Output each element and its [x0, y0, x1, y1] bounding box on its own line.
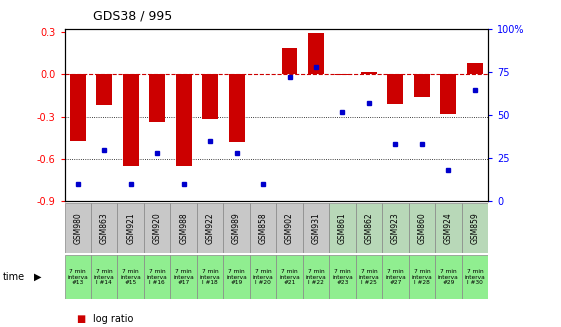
Text: 7 min
interva
l #30: 7 min interva l #30 — [465, 269, 485, 285]
Bar — [144, 203, 171, 253]
Text: GSM924: GSM924 — [444, 212, 453, 244]
Text: GSM922: GSM922 — [206, 212, 215, 244]
Text: GSM902: GSM902 — [285, 212, 294, 244]
Bar — [91, 255, 117, 299]
Bar — [382, 255, 408, 299]
Text: 7 min
interva
#27: 7 min interva #27 — [385, 269, 406, 285]
Text: GSM923: GSM923 — [391, 212, 400, 244]
Bar — [356, 203, 382, 253]
Bar — [123, 75, 139, 166]
Text: 7 min
interva
l #28: 7 min interva l #28 — [412, 269, 433, 285]
Text: GDS38 / 995: GDS38 / 995 — [93, 10, 172, 23]
Text: log ratio: log ratio — [93, 314, 133, 324]
Bar — [435, 255, 462, 299]
Text: 7 min
interva
l #18: 7 min interva l #18 — [200, 269, 220, 285]
Bar — [223, 255, 250, 299]
Text: 7 min
interva
#19: 7 min interva #19 — [226, 269, 247, 285]
Bar — [171, 255, 197, 299]
Bar — [440, 75, 456, 114]
Text: 7 min
interva
#29: 7 min interva #29 — [438, 269, 459, 285]
Text: 7 min
interva
l #25: 7 min interva l #25 — [358, 269, 379, 285]
Bar — [202, 75, 218, 119]
Bar — [276, 255, 303, 299]
Bar — [462, 203, 488, 253]
Bar — [171, 203, 197, 253]
Bar — [361, 72, 377, 75]
Bar — [176, 75, 191, 166]
Bar — [303, 203, 329, 253]
Text: GSM861: GSM861 — [338, 212, 347, 244]
Bar — [303, 255, 329, 299]
Bar — [197, 255, 223, 299]
Bar — [197, 203, 223, 253]
Bar — [462, 255, 488, 299]
Text: 7 min
interva
#23: 7 min interva #23 — [332, 269, 353, 285]
Bar — [276, 203, 303, 253]
Text: time: time — [3, 272, 25, 282]
Bar — [467, 63, 483, 75]
Text: 7 min
interva
#17: 7 min interva #17 — [173, 269, 194, 285]
Text: 7 min
interva
l #22: 7 min interva l #22 — [306, 269, 327, 285]
Bar — [117, 255, 144, 299]
Bar — [144, 255, 171, 299]
Text: GSM980: GSM980 — [73, 212, 82, 244]
Text: GSM920: GSM920 — [153, 212, 162, 244]
Text: 7 min
interva
#21: 7 min interva #21 — [279, 269, 300, 285]
Text: 7 min
interva
#15: 7 min interva #15 — [120, 269, 141, 285]
Bar — [250, 255, 276, 299]
Bar — [356, 255, 382, 299]
Bar — [308, 33, 324, 75]
Text: GSM988: GSM988 — [179, 212, 188, 244]
Text: ▶: ▶ — [34, 272, 41, 282]
Text: GSM931: GSM931 — [311, 212, 320, 244]
Text: 7 min
interva
l #14: 7 min interva l #14 — [94, 269, 114, 285]
Bar — [329, 255, 356, 299]
Text: GSM863: GSM863 — [100, 212, 109, 244]
Bar — [91, 203, 117, 253]
Text: ■: ■ — [76, 314, 85, 324]
Text: GSM862: GSM862 — [365, 212, 374, 244]
Bar — [70, 75, 86, 141]
Bar — [435, 203, 462, 253]
Text: 7 min
interva
l #20: 7 min interva l #20 — [252, 269, 273, 285]
Bar — [117, 203, 144, 253]
Text: GSM859: GSM859 — [470, 212, 479, 244]
Text: 7 min
interva
l #16: 7 min interva l #16 — [147, 269, 168, 285]
Bar — [65, 203, 91, 253]
Bar — [382, 203, 408, 253]
Bar — [149, 75, 165, 122]
Bar — [250, 203, 276, 253]
Text: GSM989: GSM989 — [232, 212, 241, 244]
Bar — [414, 75, 430, 97]
Bar — [223, 203, 250, 253]
Text: GSM860: GSM860 — [417, 212, 426, 244]
Bar — [408, 255, 435, 299]
Text: GSM921: GSM921 — [126, 212, 135, 244]
Text: GSM858: GSM858 — [259, 212, 268, 244]
Bar — [65, 255, 91, 299]
Bar — [408, 203, 435, 253]
Bar — [229, 75, 245, 142]
Bar — [282, 48, 297, 75]
Bar — [388, 75, 403, 104]
Text: 7 min
interva
#13: 7 min interva #13 — [67, 269, 88, 285]
Bar — [96, 75, 112, 105]
Bar — [329, 203, 356, 253]
